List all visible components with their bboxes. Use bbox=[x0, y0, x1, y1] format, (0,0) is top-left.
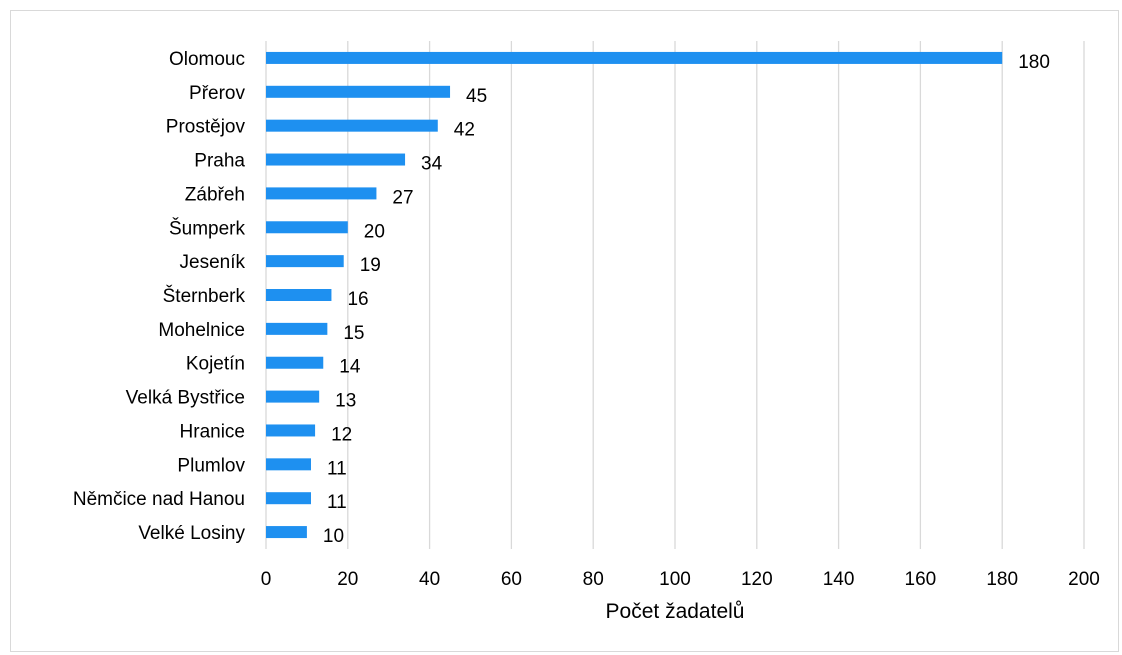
category-label: Šumperk bbox=[169, 217, 246, 239]
category-label: Šternberk bbox=[163, 285, 246, 307]
x-tick-label: 200 bbox=[1068, 569, 1100, 590]
data-label: 15 bbox=[343, 323, 364, 344]
bar bbox=[266, 187, 377, 200]
x-tick-label: 80 bbox=[583, 569, 604, 590]
category-label: Zábřeh bbox=[185, 184, 245, 205]
category-label: Olomouc bbox=[169, 49, 245, 70]
bar bbox=[266, 492, 311, 505]
category-label: Přerov bbox=[189, 83, 245, 104]
category-label: Prostějov bbox=[166, 117, 246, 138]
bar bbox=[266, 356, 324, 369]
category-labels: Olomouc Přerov Prostějov Praha Zábřeh Šumperk… bbox=[73, 49, 246, 544]
x-tick-label: 20 bbox=[337, 569, 358, 590]
data-label: 11 bbox=[327, 492, 347, 513]
bar bbox=[266, 221, 348, 234]
category-label: Jeseník bbox=[180, 252, 246, 273]
category-label: Mohelnice bbox=[158, 320, 245, 341]
data-label: 16 bbox=[347, 289, 368, 310]
category-label: Kojetín bbox=[186, 354, 245, 375]
data-labels: 180 45 42 34 27 20 19 16 15 14 13 12 11 11 10 bbox=[323, 52, 1050, 547]
x-tick-label: 160 bbox=[905, 569, 937, 590]
data-label: 10 bbox=[323, 526, 344, 547]
bar bbox=[266, 289, 332, 301]
bar bbox=[266, 51, 1003, 64]
category-label: Praha bbox=[194, 151, 245, 172]
gridlines bbox=[265, 41, 1085, 549]
x-tick-label: 100 bbox=[659, 569, 691, 590]
x-tick-label: 120 bbox=[741, 569, 773, 590]
category-label: Plumlov bbox=[177, 455, 245, 476]
x-axis-title: Počet žadatelů bbox=[606, 600, 745, 623]
data-label: 12 bbox=[331, 424, 352, 445]
x-tick-label: 0 bbox=[261, 569, 272, 590]
bar bbox=[266, 322, 328, 335]
bar bbox=[266, 458, 311, 471]
data-label: 34 bbox=[421, 154, 443, 175]
data-label: 180 bbox=[1018, 52, 1050, 73]
chart-frame bbox=[10, 10, 1119, 652]
x-tick-label: 180 bbox=[986, 569, 1018, 590]
bar bbox=[266, 153, 406, 166]
bar bbox=[266, 390, 320, 403]
x-tick-label: 40 bbox=[419, 569, 440, 590]
data-label: 11 bbox=[327, 458, 347, 479]
data-label: 13 bbox=[335, 391, 356, 412]
bar bbox=[266, 119, 438, 132]
bars bbox=[266, 51, 1003, 539]
bar bbox=[266, 85, 451, 98]
bar bbox=[266, 424, 316, 437]
x-tick-label: 140 bbox=[823, 569, 855, 590]
bar bbox=[266, 255, 344, 268]
data-label: 20 bbox=[364, 221, 385, 242]
data-label: 42 bbox=[454, 120, 475, 141]
data-label: 14 bbox=[339, 357, 361, 378]
data-label: 45 bbox=[466, 86, 487, 107]
bar bbox=[266, 526, 307, 539]
x-tick-labels: 0 20 40 60 80 100 120 140 160 180 200 bbox=[261, 569, 1100, 590]
data-label: 19 bbox=[360, 255, 381, 276]
data-label: 27 bbox=[392, 187, 413, 208]
category-label: Velká Bystřice bbox=[126, 388, 245, 409]
x-tick-label: 60 bbox=[501, 569, 522, 590]
category-label: Hranice bbox=[180, 421, 245, 442]
category-label: Velké Losiny bbox=[138, 523, 245, 544]
category-label: Němčice nad Hanou bbox=[73, 489, 245, 510]
